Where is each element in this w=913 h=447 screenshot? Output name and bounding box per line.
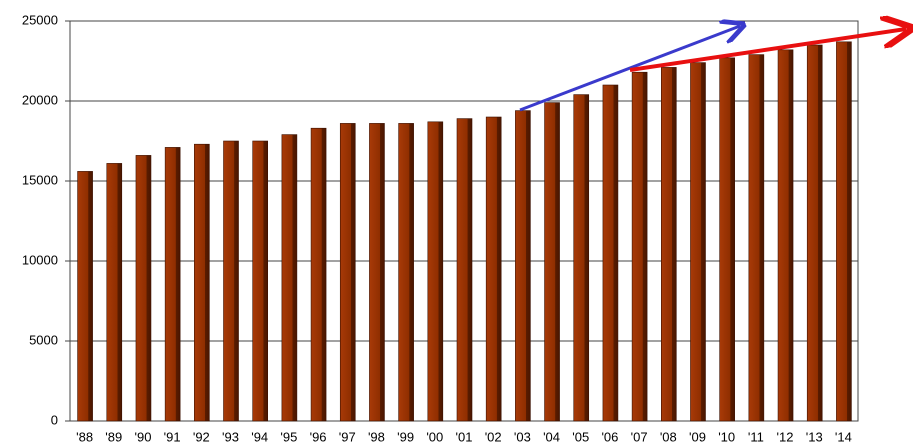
bar [777, 49, 794, 422]
bar [106, 163, 123, 422]
bar [544, 102, 560, 422]
x-tick-label: '06 [601, 429, 618, 444]
bar [223, 140, 239, 422]
x-tick-label: '14 [835, 429, 852, 444]
x-tick-label: '02 [485, 429, 502, 444]
x-tick-label: '88 [76, 429, 93, 444]
x-tick-label: '12 [777, 429, 794, 444]
bar [836, 41, 852, 422]
bar [164, 147, 181, 422]
bar [690, 62, 706, 422]
bar [456, 118, 473, 422]
x-tick-label: '10 [718, 429, 735, 444]
x-tick-label: '09 [689, 429, 706, 444]
bar [602, 84, 619, 422]
bar [515, 110, 531, 422]
bar [573, 94, 590, 422]
y-tick-label: 5000 [29, 332, 58, 347]
x-tick-label: '99 [397, 429, 414, 444]
x-tick-label: '90 [134, 429, 151, 444]
bar [748, 54, 765, 422]
x-tick-label: '92 [193, 429, 210, 444]
trend-arrow [629, 29, 906, 72]
bar [281, 134, 298, 422]
bar [806, 44, 823, 422]
bar [252, 140, 269, 422]
bar [310, 127, 327, 422]
bar [135, 155, 152, 422]
bar [77, 171, 93, 422]
x-tick-label: '93 [222, 429, 239, 444]
x-tick-label: '97 [339, 429, 356, 444]
x-tick-label: '08 [660, 429, 677, 444]
x-tick-label: '04 [543, 429, 560, 444]
bar [339, 123, 356, 422]
x-tick-label: '00 [426, 429, 443, 444]
y-tick-label: 25000 [22, 12, 58, 27]
bar [719, 57, 735, 422]
x-tick-label: '95 [280, 429, 297, 444]
bar [398, 123, 414, 422]
x-tick-label: '03 [514, 429, 531, 444]
x-tick-label: '98 [368, 429, 385, 444]
x-tick-label: '07 [631, 429, 648, 444]
bar [631, 71, 648, 422]
x-tick-label: '91 [164, 429, 181, 444]
y-tick-label: 10000 [22, 252, 58, 267]
y-tick-label: 0 [51, 412, 58, 427]
x-tick-label: '89 [105, 429, 122, 444]
x-tick-label: '05 [572, 429, 589, 444]
x-tick-label: '11 [748, 429, 764, 444]
x-tick-label: '96 [310, 429, 327, 444]
y-tick-label: 15000 [22, 172, 58, 187]
bar [427, 121, 444, 422]
bar [194, 143, 210, 422]
bar [485, 116, 502, 422]
x-tick-label: '13 [806, 429, 823, 444]
x-tick-label: '94 [251, 429, 268, 444]
bar [369, 123, 385, 422]
bar [660, 67, 677, 422]
x-tick-label: '01 [456, 429, 473, 444]
y-tick-label: 20000 [22, 92, 58, 107]
